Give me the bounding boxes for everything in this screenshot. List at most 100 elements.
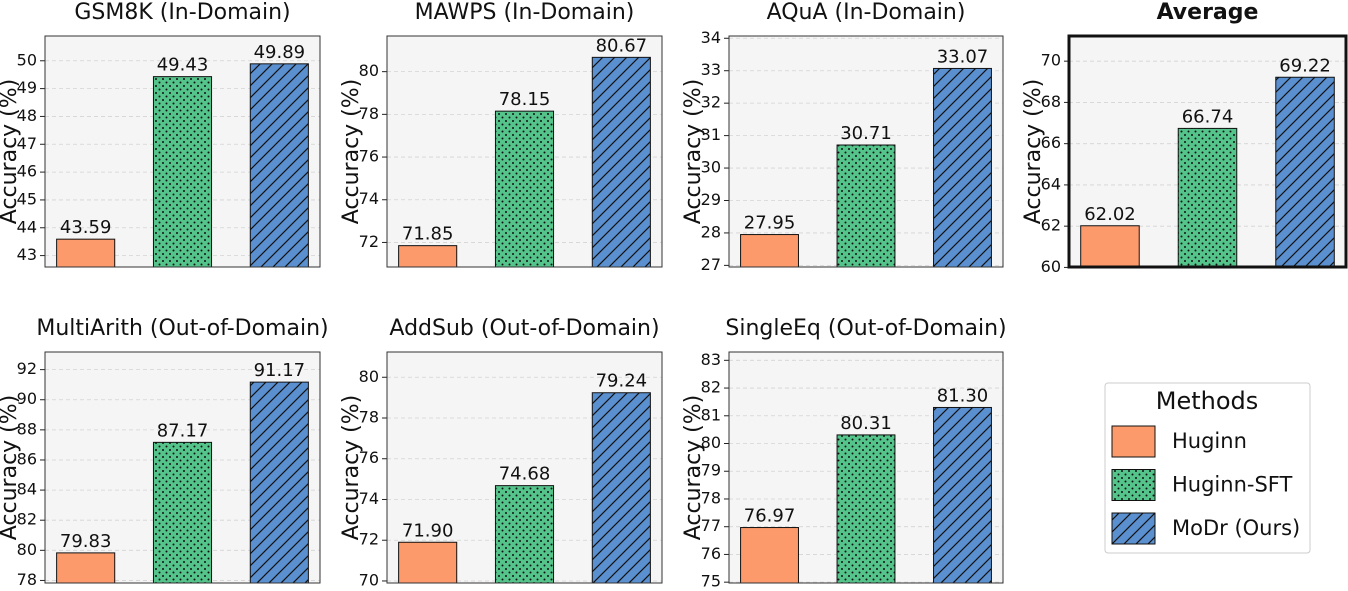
y-tick-label: 79 (701, 461, 721, 480)
value-label: 69.22 (1279, 55, 1331, 76)
y-tick-label: 80 (701, 433, 721, 452)
value-label: 43.59 (60, 217, 112, 238)
y-tick-label: 60 (1041, 257, 1061, 276)
bar (398, 541, 458, 584)
y-tick-label: 78 (359, 408, 379, 427)
y-tick-label: 82 (701, 378, 721, 397)
y-tick-label: 80 (359, 367, 379, 386)
y-tick-label: 78 (17, 570, 37, 589)
y-tick-label: 75 (701, 572, 721, 591)
value-label: 91.17 (254, 360, 306, 381)
y-axis-label: Accuracy (%) (0, 79, 22, 225)
y-tick-label: 80 (17, 540, 37, 559)
bar-hatch (592, 57, 651, 268)
y-axis-label: Accuracy (%) (339, 395, 364, 541)
y-tick-label: 32 (701, 93, 721, 112)
y-tick-label: 31 (701, 125, 721, 144)
plot-frame (728, 35, 1004, 268)
legend-title: Methods (1156, 387, 1259, 415)
plot-frame (44, 35, 321, 268)
y-tick-label: 72 (359, 530, 379, 549)
value-label: 87.17 (157, 420, 209, 441)
legend-swatch-hatch (1112, 469, 1155, 501)
y-tick-label: 76 (359, 147, 379, 166)
y-tick-label: 46 (17, 162, 37, 181)
chart-title: SingleEq (Out-of-Domain) (725, 316, 1006, 341)
y-tick-label: 82 (17, 510, 37, 529)
value-label: 71.85 (402, 224, 454, 245)
chart-title: Average (1157, 0, 1259, 25)
bar-hatch (153, 76, 212, 268)
y-tick-label: 47 (17, 134, 37, 153)
value-label: 79.83 (60, 531, 112, 552)
y-tick-label: 43 (17, 245, 37, 264)
y-tick-label: 28 (701, 222, 721, 241)
y-tick-label: 84 (17, 480, 37, 499)
y-axis-label: Accuracy (%) (1021, 79, 1046, 225)
legend-box (1104, 382, 1311, 554)
y-tick-label: 70 (1041, 51, 1061, 70)
y-tick-label: 77 (701, 516, 721, 535)
bar-hatch (1178, 128, 1237, 267)
value-label: 80.67 (596, 35, 648, 56)
y-tick-label: 44 (17, 217, 37, 236)
legend-label: Huginn-SFT (1172, 473, 1293, 497)
y-axis-label: Accuracy (%) (681, 395, 706, 541)
y-axis-label: Accuracy (%) (681, 79, 706, 225)
y-tick-label: 78 (359, 104, 379, 123)
chart-title: MAWPS (In-Domain) (415, 0, 635, 25)
y-tick-label: 64 (1041, 174, 1061, 193)
y-tick-label: 50 (17, 50, 37, 69)
y-tick-label: 92 (17, 359, 37, 378)
plot-frame (44, 351, 321, 584)
value-label: 27.95 (744, 213, 796, 234)
y-tick-label: 33 (701, 60, 721, 79)
plot-frame (1067, 34, 1348, 269)
bar (740, 234, 799, 268)
value-label: 79.24 (596, 371, 648, 392)
legend-label: Huginn (1172, 429, 1247, 453)
value-label: 66.74 (1182, 106, 1234, 127)
bar-hatch (592, 392, 651, 583)
bar (1080, 225, 1140, 268)
chart-title: GSM8K (In-Domain) (74, 0, 290, 25)
value-label: 78.15 (499, 89, 551, 110)
y-tick-label: 80 (359, 61, 379, 80)
value-label: 71.90 (402, 520, 454, 541)
value-label: 81.30 (937, 385, 989, 406)
bar-hatch (933, 68, 992, 267)
y-tick-label: 30 (701, 158, 721, 177)
value-label: 33.07 (937, 46, 989, 67)
y-tick-label: 29 (701, 190, 721, 209)
plot-frame (728, 351, 1004, 584)
legend-swatch (1111, 425, 1156, 458)
chart-title: AddSub (Out-of-Domain) (389, 316, 659, 341)
y-tick-label: 48 (17, 106, 37, 125)
y-tick-label: 62 (1041, 216, 1061, 235)
legend-label: MoDr (Ours) (1172, 516, 1300, 540)
y-tick-label: 68 (1041, 92, 1061, 111)
y-tick-label: 66 (1041, 133, 1061, 152)
bar-hatch (933, 407, 992, 583)
y-tick-label: 27 (701, 255, 721, 274)
y-tick-label: 34 (701, 28, 721, 47)
bar-hatch (837, 434, 895, 583)
bar (398, 245, 458, 268)
bar (740, 527, 799, 584)
chart-title: MultiArith (Out-of-Domain) (36, 316, 328, 341)
value-label: 49.89 (254, 42, 306, 63)
y-tick-label: 81 (701, 405, 721, 424)
plot-frame (386, 35, 663, 268)
bar-hatch (1275, 77, 1335, 267)
bar-hatch (153, 442, 212, 583)
y-tick-label: 72 (359, 232, 379, 251)
y-tick-label: 86 (17, 449, 37, 468)
value-label: 30.71 (840, 123, 892, 144)
bar-hatch (250, 63, 309, 267)
bar (56, 238, 116, 268)
value-label: 74.68 (499, 464, 551, 485)
bar (56, 552, 116, 584)
bar-hatch (250, 382, 309, 583)
bar-hatch (495, 111, 554, 267)
plot-frame (386, 351, 663, 584)
